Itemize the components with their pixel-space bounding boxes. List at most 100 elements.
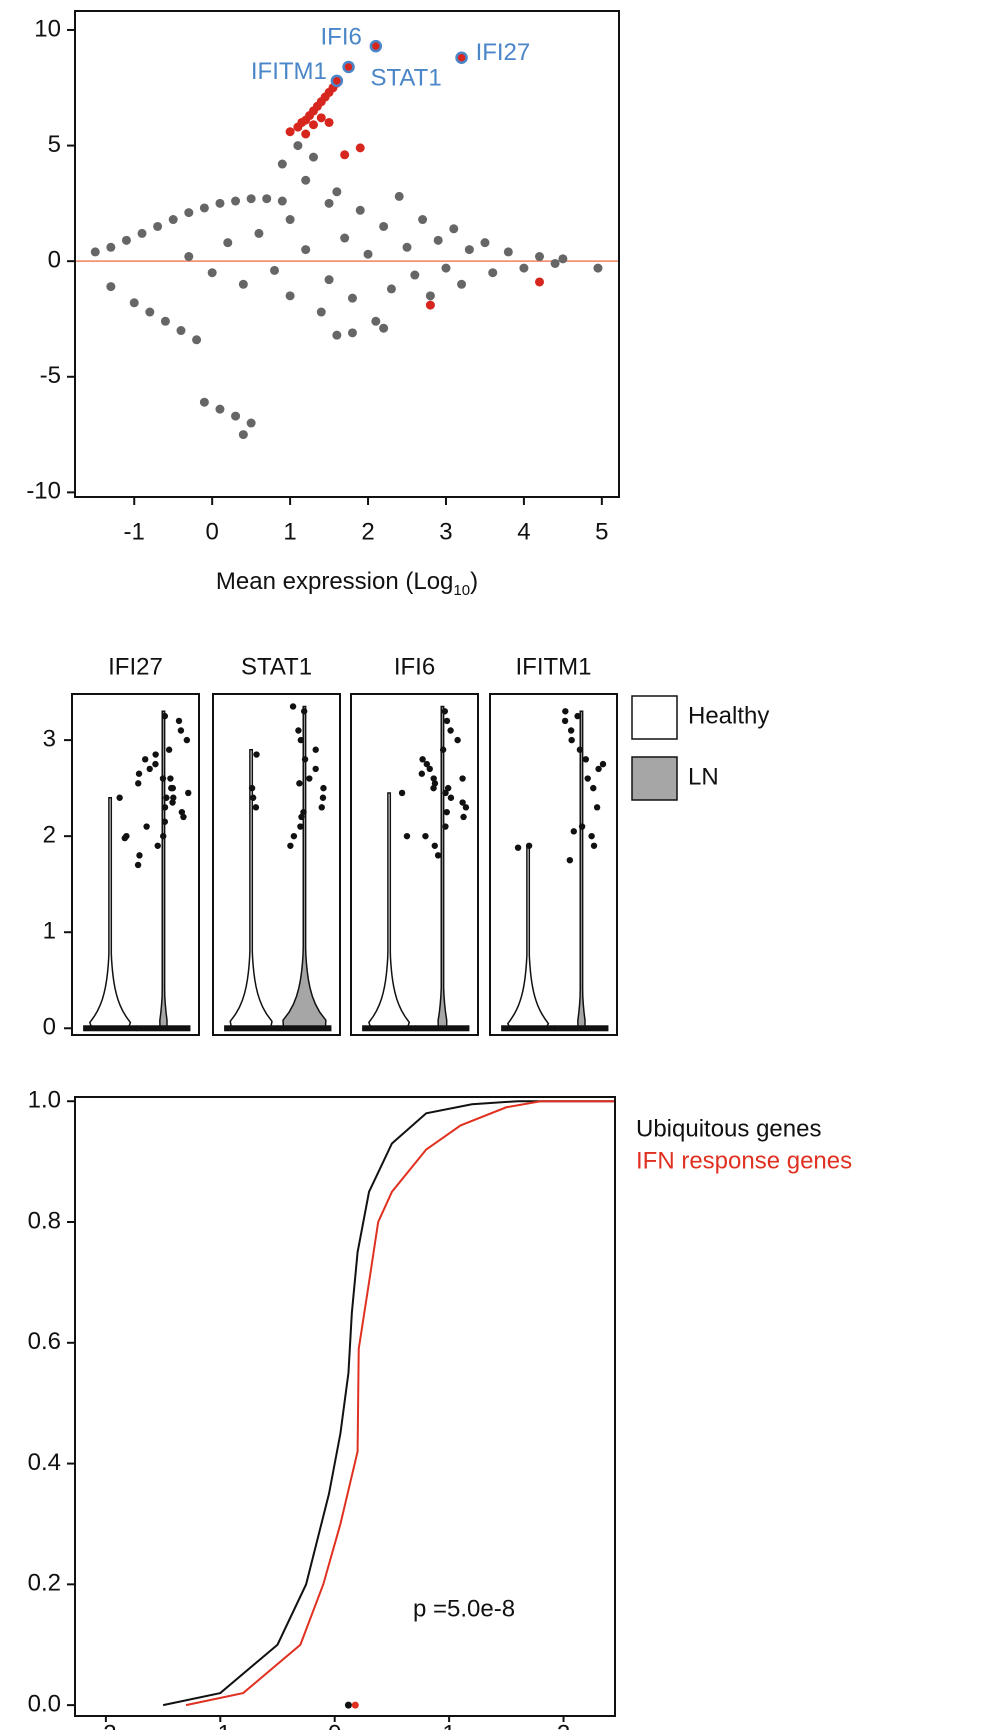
y-tick-label: -5	[40, 362, 61, 389]
point	[394, 191, 404, 201]
panel-frame	[71, 693, 200, 1036]
x-tick-label: 1	[442, 1720, 455, 1730]
x-tick-label: 5	[595, 518, 608, 545]
y-tick-label: 3	[43, 725, 56, 752]
dot	[590, 842, 598, 849]
point	[106, 242, 116, 252]
point	[369, 39, 383, 53]
point	[246, 418, 256, 428]
point	[386, 284, 396, 294]
point	[207, 268, 217, 278]
dot	[318, 804, 325, 811]
dot	[290, 832, 298, 840]
x-axis-label: Mean expression (Log10)	[216, 568, 478, 599]
p-value: p =5.0e-8	[413, 1595, 515, 1622]
point	[355, 205, 365, 215]
dot	[300, 808, 307, 816]
point	[464, 245, 474, 255]
dot	[593, 804, 601, 811]
dot	[159, 775, 167, 782]
dot	[168, 784, 175, 792]
dot	[163, 794, 170, 801]
gene-label: STAT1	[241, 653, 312, 680]
dot	[161, 818, 169, 825]
dot	[447, 794, 455, 801]
point	[145, 307, 155, 317]
dot	[312, 746, 319, 753]
y-tick-label: -10	[26, 478, 61, 505]
legend-swatch	[631, 695, 678, 740]
dot	[297, 736, 305, 744]
dot	[287, 842, 294, 849]
dot	[460, 813, 467, 821]
violin	[506, 845, 550, 1030]
dot	[160, 832, 167, 840]
point	[246, 194, 256, 204]
x-tick-label: 0	[328, 1720, 341, 1730]
point	[270, 265, 280, 275]
dot	[165, 746, 173, 753]
point	[285, 215, 295, 225]
dot	[167, 775, 174, 782]
point	[308, 120, 318, 130]
zero-bar	[83, 1025, 138, 1032]
dot	[296, 780, 303, 787]
dot	[443, 717, 451, 725]
point	[480, 238, 490, 248]
point	[231, 196, 241, 206]
y-tick-label: 0.8	[28, 1207, 61, 1234]
y-tick-label: 10	[34, 15, 61, 42]
dot	[398, 789, 406, 797]
point	[137, 228, 147, 238]
point	[347, 328, 357, 338]
point	[192, 335, 202, 345]
dot	[582, 756, 590, 763]
dot	[442, 823, 449, 830]
dot	[459, 775, 466, 782]
point	[301, 245, 311, 255]
zero-bar	[362, 1025, 417, 1032]
zero-bar	[554, 1025, 609, 1032]
point	[535, 277, 545, 287]
point	[215, 404, 225, 414]
zero-bar	[224, 1025, 279, 1032]
legend-label: IFN response genes	[636, 1147, 852, 1174]
zero-bar	[136, 1025, 191, 1032]
point	[371, 316, 381, 326]
dot	[180, 813, 187, 821]
point	[402, 242, 412, 252]
violin	[437, 705, 448, 1030]
dot	[152, 760, 159, 768]
y-tick-label: 0.6	[28, 1328, 61, 1355]
legend-label: Ubiquitous genes	[636, 1115, 821, 1142]
point	[285, 291, 295, 301]
dot	[442, 789, 449, 797]
gene-label: IFI27	[108, 653, 163, 680]
point	[238, 279, 248, 289]
point	[184, 252, 194, 262]
dot	[562, 708, 569, 715]
x-tick-label: 4	[517, 518, 530, 545]
dot	[249, 794, 257, 801]
dot	[320, 784, 327, 792]
dot	[447, 727, 454, 734]
dot	[459, 799, 466, 806]
point	[121, 235, 131, 245]
point	[503, 247, 513, 257]
dot	[152, 751, 159, 758]
point	[340, 233, 350, 243]
dot	[185, 789, 192, 797]
violin	[577, 710, 586, 1030]
dot	[170, 794, 177, 801]
dot	[183, 736, 191, 744]
panel-frame	[489, 693, 618, 1036]
point	[455, 51, 468, 64]
dot	[599, 760, 607, 768]
dot	[423, 760, 431, 768]
dot	[454, 736, 461, 744]
y-tick-label: 1.0	[28, 1087, 61, 1114]
violin	[88, 796, 132, 1030]
point	[425, 291, 435, 301]
point	[324, 198, 334, 208]
legend-swatch	[631, 756, 678, 801]
